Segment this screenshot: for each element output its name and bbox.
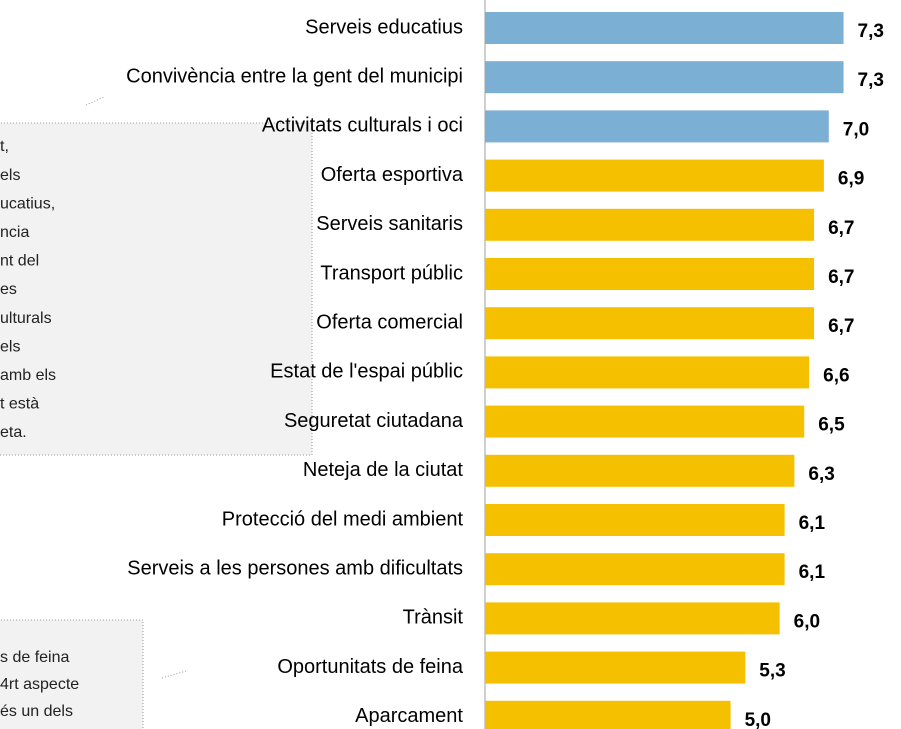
callout-text: es	[0, 281, 17, 298]
callout-text: s de feina	[0, 649, 69, 666]
category-label: Serveis educatius	[305, 16, 463, 38]
category-label: Oferta esportiva	[321, 164, 464, 186]
callout-text: ucatius,	[0, 195, 55, 212]
callout-text: ulturals	[0, 310, 52, 327]
callout-text: els	[0, 338, 20, 355]
value-label: 6,7	[828, 267, 854, 288]
callout-leader	[161, 670, 187, 679]
value-label: 6,6	[823, 365, 849, 386]
value-label: 5,3	[759, 661, 785, 682]
bar	[485, 405, 805, 438]
value-label: 6,1	[799, 513, 826, 534]
value-label: 6,7	[828, 316, 854, 337]
category-label: Serveis a les persones amb dificultats	[127, 557, 463, 579]
category-label: Oferta comercial	[316, 311, 463, 333]
value-label: 6,7	[828, 218, 854, 239]
category-label: Aparcament	[355, 705, 463, 727]
category-label: Transport públic	[320, 262, 463, 284]
category-label: Trànsit	[403, 607, 464, 629]
bar	[485, 61, 844, 94]
category-label: Activitats culturals i oci	[262, 115, 463, 137]
bar	[485, 553, 785, 586]
bar	[485, 110, 829, 143]
callout-text: és un dels	[0, 703, 73, 720]
value-label: 6,1	[799, 562, 826, 583]
bar	[485, 208, 815, 241]
bar	[485, 602, 780, 635]
bar	[485, 454, 795, 487]
value-label: 6,9	[838, 169, 864, 190]
value-label: 7,3	[858, 21, 884, 42]
bar	[485, 356, 810, 389]
value-label: 6,5	[818, 415, 845, 436]
callout-text: ncia	[0, 224, 29, 241]
bar	[485, 307, 815, 340]
callout-text: nt del	[0, 253, 39, 270]
callout-leader	[85, 96, 105, 106]
bar	[485, 651, 746, 684]
callout-text: t està	[0, 396, 39, 413]
callout-text: t,	[0, 138, 9, 155]
value-label: 5,0	[745, 710, 771, 729]
value-label: 6,0	[794, 611, 820, 632]
bar	[485, 258, 815, 290]
bar	[485, 700, 731, 729]
category-label: Seguretat ciutadana	[284, 410, 464, 432]
value-label: 7,3	[858, 70, 884, 91]
bar	[485, 12, 844, 44]
category-label: Serveis sanitaris	[316, 213, 463, 235]
category-label: Neteja de la ciutat	[303, 459, 464, 481]
category-label: Protecció del medi ambient	[222, 508, 464, 530]
bar	[485, 504, 785, 536]
category-label: Convivència entre la gent del municipi	[126, 65, 463, 87]
callout-text: amb els	[0, 367, 56, 384]
value-label: 6,3	[808, 464, 834, 485]
callout-box	[0, 122, 313, 456]
callout-box	[0, 619, 144, 729]
category-label: Oportunitats de feina	[277, 656, 464, 678]
value-label: 7,0	[843, 119, 869, 140]
bar	[485, 159, 824, 192]
callout-text: eta.	[0, 424, 27, 441]
category-label: Estat de l'espai públic	[270, 361, 463, 383]
callout-text: 4rt aspecte	[0, 676, 79, 693]
callout-text: els	[0, 167, 20, 184]
